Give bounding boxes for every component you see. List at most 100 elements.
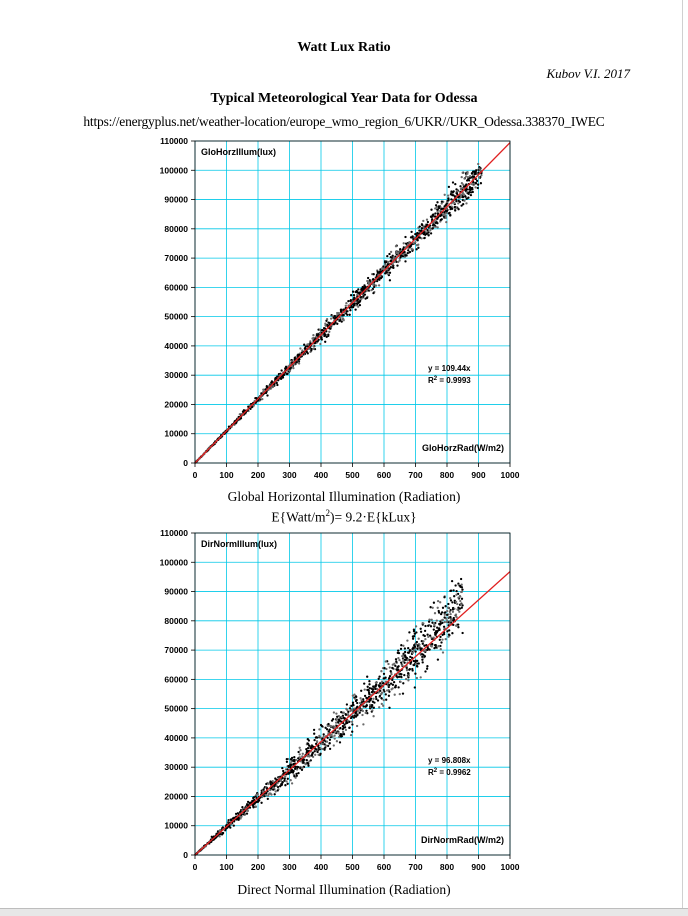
data-point <box>311 337 314 340</box>
data-point <box>388 666 391 669</box>
data-point <box>436 658 440 661</box>
data-point <box>351 305 355 309</box>
data-point <box>476 183 480 186</box>
data-point <box>407 651 410 654</box>
chart2-caption-line1: Direct Normal Illumination (Radiation) <box>237 882 451 897</box>
data-point <box>317 753 320 756</box>
data-point <box>442 213 445 216</box>
data-point <box>388 271 392 274</box>
data-point <box>476 186 479 190</box>
y-axis-label: GloHorzIllum(lux) <box>201 147 276 157</box>
data-point <box>433 215 436 218</box>
data-point <box>447 199 450 202</box>
data-point <box>229 818 233 821</box>
data-point <box>396 676 399 679</box>
data-point <box>430 618 433 621</box>
data-point <box>301 349 304 352</box>
data-point <box>457 208 460 211</box>
data-point <box>407 646 410 650</box>
data-point <box>378 675 381 678</box>
data-point <box>420 229 423 232</box>
data-point <box>425 667 429 670</box>
data-point <box>332 323 336 326</box>
data-point <box>289 367 292 370</box>
data-point <box>397 686 400 689</box>
data-point <box>379 689 382 692</box>
data-point <box>365 296 369 300</box>
data-point <box>310 349 313 352</box>
data-point <box>382 677 385 680</box>
data-point <box>459 187 463 191</box>
y-tick-label: 80000 <box>164 224 188 234</box>
data-point <box>396 264 399 267</box>
data-point <box>427 234 430 237</box>
data-point <box>385 689 389 692</box>
data-point <box>359 697 362 700</box>
data-point <box>447 635 450 638</box>
x-tick-label: 900 <box>471 862 485 872</box>
data-point <box>459 585 462 588</box>
data-point <box>388 279 392 282</box>
data-point <box>245 812 249 815</box>
data-point <box>452 194 455 197</box>
data-point <box>441 618 444 622</box>
data-point <box>269 780 272 783</box>
data-point <box>320 724 324 728</box>
data-point <box>318 332 322 335</box>
data-point <box>390 688 393 691</box>
data-point <box>470 172 474 175</box>
data-point <box>434 646 438 649</box>
data-point <box>401 692 405 695</box>
data-point <box>372 706 375 709</box>
data-point <box>445 209 448 213</box>
data-point <box>264 793 267 797</box>
data-point <box>455 624 458 628</box>
data-point <box>452 589 455 592</box>
data-point <box>388 252 391 256</box>
data-point <box>276 383 279 387</box>
data-point <box>345 721 348 724</box>
data-point <box>232 824 235 827</box>
data-point <box>460 606 463 609</box>
data-point <box>333 725 336 729</box>
y-tick-label: 70000 <box>164 253 188 263</box>
data-point <box>290 756 294 760</box>
x-tick-label: 100 <box>219 470 233 480</box>
data-point <box>329 724 332 728</box>
data-point <box>324 324 327 327</box>
data-point <box>467 191 470 195</box>
data-point <box>361 709 365 713</box>
data-point <box>429 227 432 230</box>
x-tick-label: 800 <box>440 862 454 872</box>
data-point <box>432 628 435 631</box>
data-point <box>455 589 458 593</box>
data-point <box>449 608 452 612</box>
data-point <box>325 317 329 321</box>
data-point <box>460 175 463 179</box>
data-point <box>304 763 307 766</box>
data-point <box>347 710 350 714</box>
data-point <box>470 182 474 186</box>
data-point <box>445 220 448 224</box>
data-point <box>460 204 463 207</box>
data-point <box>297 757 300 760</box>
data-point <box>236 812 240 815</box>
data-point <box>262 788 265 791</box>
data-point <box>411 651 414 655</box>
data-point <box>332 711 336 714</box>
data-point <box>328 728 331 731</box>
data-point <box>444 637 447 641</box>
data-point <box>408 668 411 671</box>
data-point <box>325 335 328 339</box>
data-point <box>350 720 354 723</box>
data-point <box>415 640 419 644</box>
data-point <box>349 299 352 303</box>
data-point <box>267 793 270 796</box>
data-point <box>433 631 437 635</box>
data-point <box>412 659 415 663</box>
data-point <box>387 685 390 689</box>
data-point <box>407 676 410 679</box>
bottom-scrollbar[interactable] <box>0 908 688 916</box>
data-point <box>306 343 309 346</box>
data-point <box>431 227 434 230</box>
